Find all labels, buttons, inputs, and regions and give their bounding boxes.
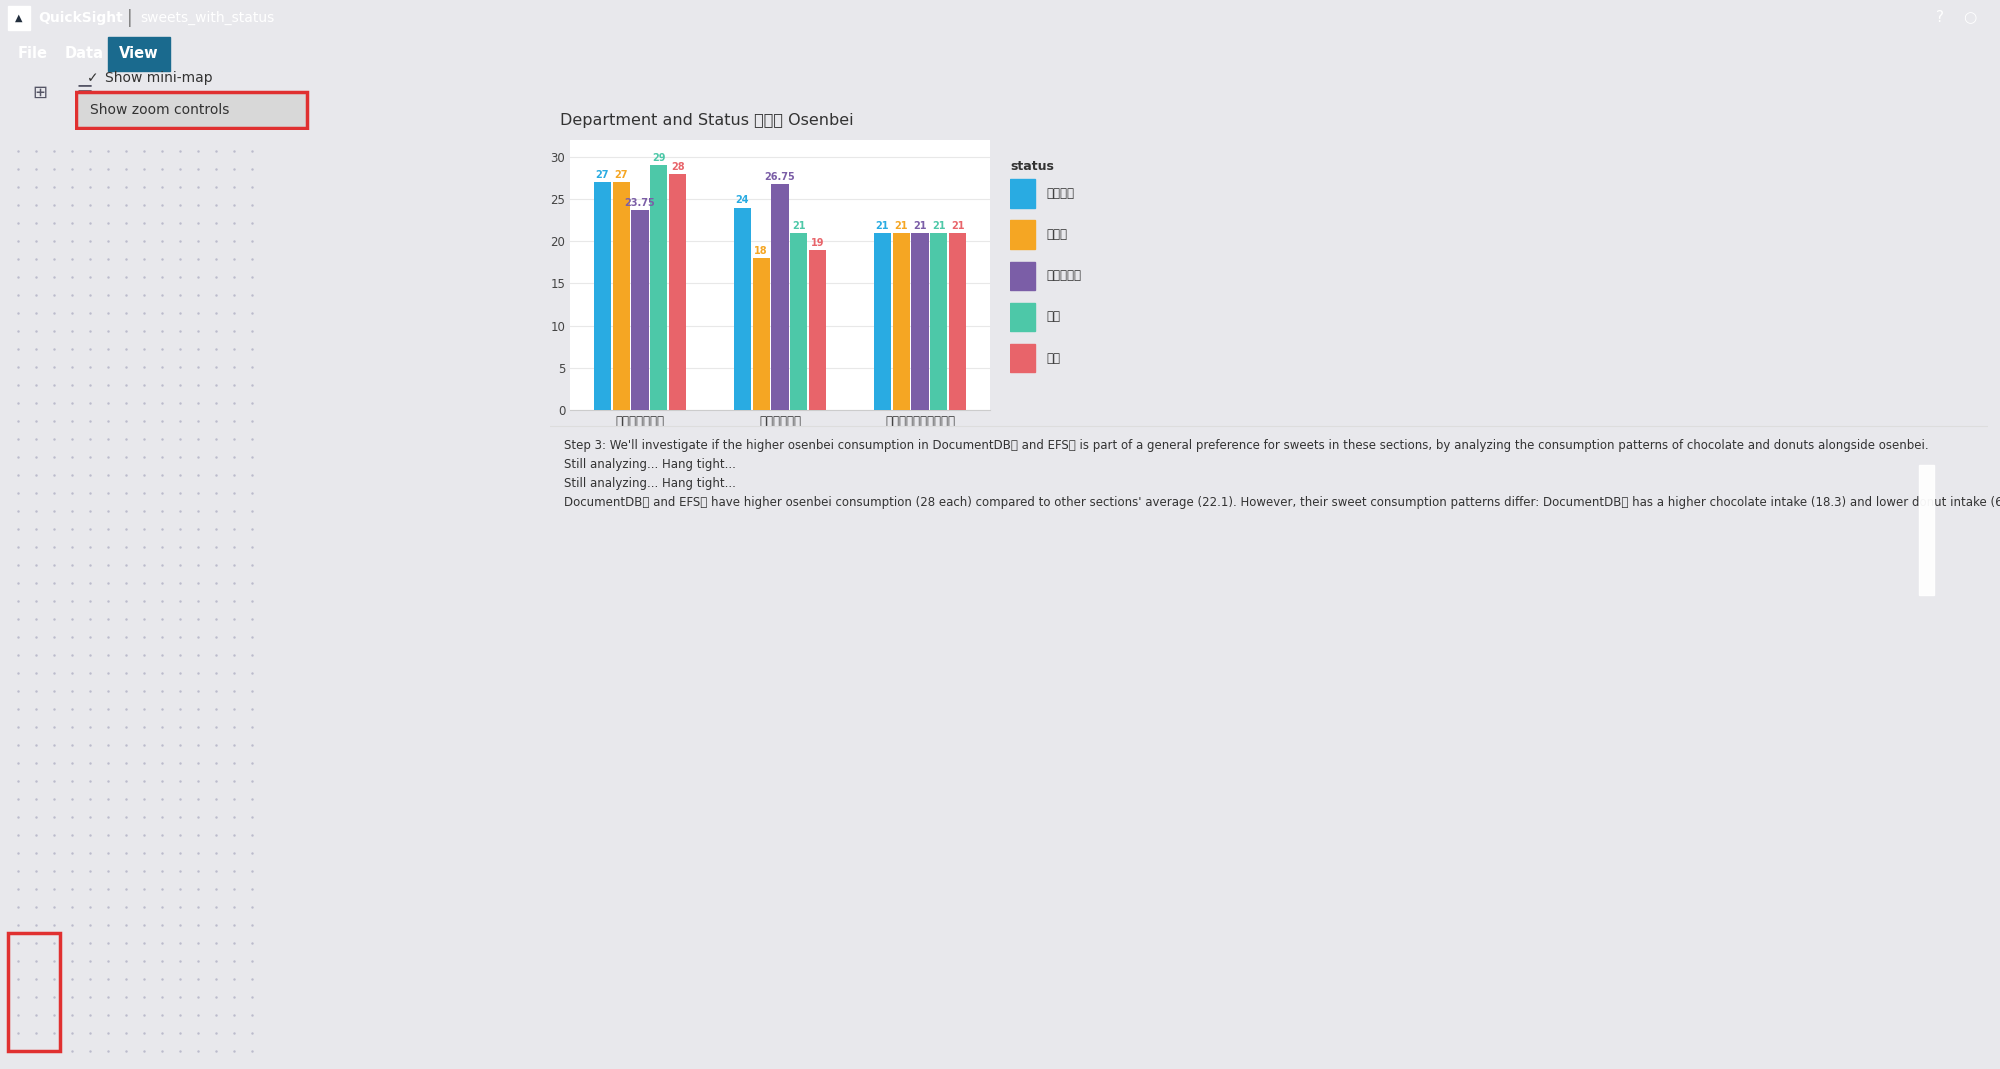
Bar [874,233,890,410]
Text: 27: 27 [596,170,608,180]
Bar [950,233,966,410]
Text: sweets_with_status: sweets_with_status [140,11,274,25]
Bar [8,933,60,1051]
Text: ○: ○ [1964,11,1976,26]
Text: Department and Status による Osenbei: Department and Status による Osenbei [560,112,854,127]
Bar [632,210,648,410]
Bar [670,174,686,410]
Bar [108,37,170,71]
Text: File: File [18,46,48,62]
Bar [8,6,30,30]
Text: 21: 21 [952,220,964,231]
Text: 普通: 普通 [1046,352,1060,365]
Bar [892,233,910,410]
Text: Step 3: We'll investigate if the higher osenbei consumption in DocumentDB課 and E: Step 3: We'll investigate if the higher … [564,439,2000,509]
Text: ▲: ▲ [16,13,22,24]
Text: 21: 21 [876,220,888,231]
Text: View: View [120,46,158,62]
Bar [1918,465,1934,595]
Bar [930,233,948,410]
Text: 21: 21 [932,220,946,231]
Text: 27: 27 [614,170,628,180]
Bar [790,233,808,410]
Text: 29: 29 [652,153,666,164]
Bar [612,182,630,410]
Text: 21: 21 [894,220,908,231]
Text: 28: 28 [670,161,684,172]
Text: 18: 18 [754,246,768,255]
Bar [76,92,308,128]
Bar [78,94,304,126]
Bar [772,184,788,410]
Text: 21: 21 [792,220,806,231]
Text: 26.75: 26.75 [764,172,796,182]
Bar [1010,303,1036,331]
Bar [594,182,610,410]
Text: ⊞: ⊞ [32,84,48,102]
Bar [1010,262,1036,290]
Bar [734,207,750,410]
Text: 24: 24 [736,196,748,205]
Text: 超ごきげん: 超ごきげん [1046,269,1080,282]
Text: 23.75: 23.75 [624,198,656,207]
Text: |: | [128,9,132,27]
Bar [1010,180,1036,207]
Text: Show mini-map: Show mini-map [104,71,212,86]
Text: ✓: ✓ [88,71,98,86]
Bar [1010,344,1036,372]
Text: ご機嫌: ご機嫌 [1046,228,1068,242]
Text: ごきげん: ごきげん [1046,187,1074,200]
Text: Data: Data [64,46,104,62]
Bar [752,258,770,410]
Text: 不調: 不調 [1046,310,1060,324]
Bar [650,166,668,410]
Bar [810,250,826,410]
Text: status: status [1010,160,1054,173]
Text: ?: ? [1936,11,1944,26]
Bar [1010,220,1036,249]
Text: 21: 21 [914,220,926,231]
Text: Show zoom controls: Show zoom controls [90,103,230,117]
Text: 19: 19 [812,237,824,248]
Bar [912,233,928,410]
Text: ☰: ☰ [76,84,94,102]
Text: QuickSight: QuickSight [38,11,122,25]
